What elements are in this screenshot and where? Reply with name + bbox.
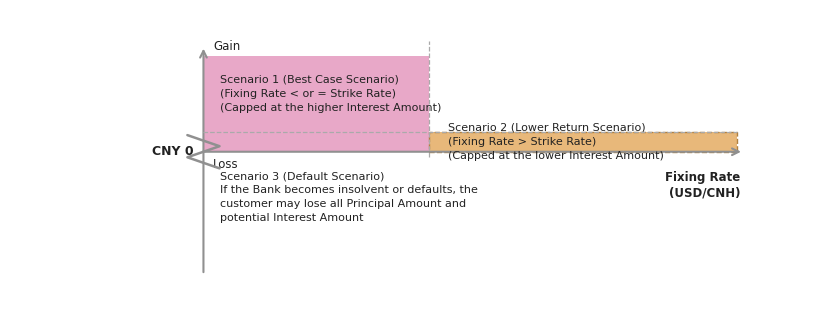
Text: Scenario 3 (Default Scenario)
If the Bank becomes insolvent or defaults, the
cus: Scenario 3 (Default Scenario) If the Ban… (219, 172, 477, 223)
Bar (428, 132, 737, 152)
Text: Scenario 2 (Lower Return Scenario)
(Fixing Rate > Strike Rate)
(Capped at the lo: Scenario 2 (Lower Return Scenario) (Fixi… (448, 123, 664, 161)
Text: Loss: Loss (213, 158, 239, 171)
Text: Gain: Gain (213, 40, 241, 53)
Text: CNY 0: CNY 0 (152, 145, 194, 158)
Bar (203, 56, 428, 152)
Text: Fixing Rate
(USD/CNH): Fixing Rate (USD/CNH) (666, 172, 740, 199)
Text: Po
at: Po at (7, 18, 29, 50)
Text: Scenario 1 (Best Case Scenario)
(Fixing Rate < or = Strike Rate)
(Capped at the : Scenario 1 (Best Case Scenario) (Fixing … (219, 75, 441, 113)
Bar (428, 132, 737, 152)
